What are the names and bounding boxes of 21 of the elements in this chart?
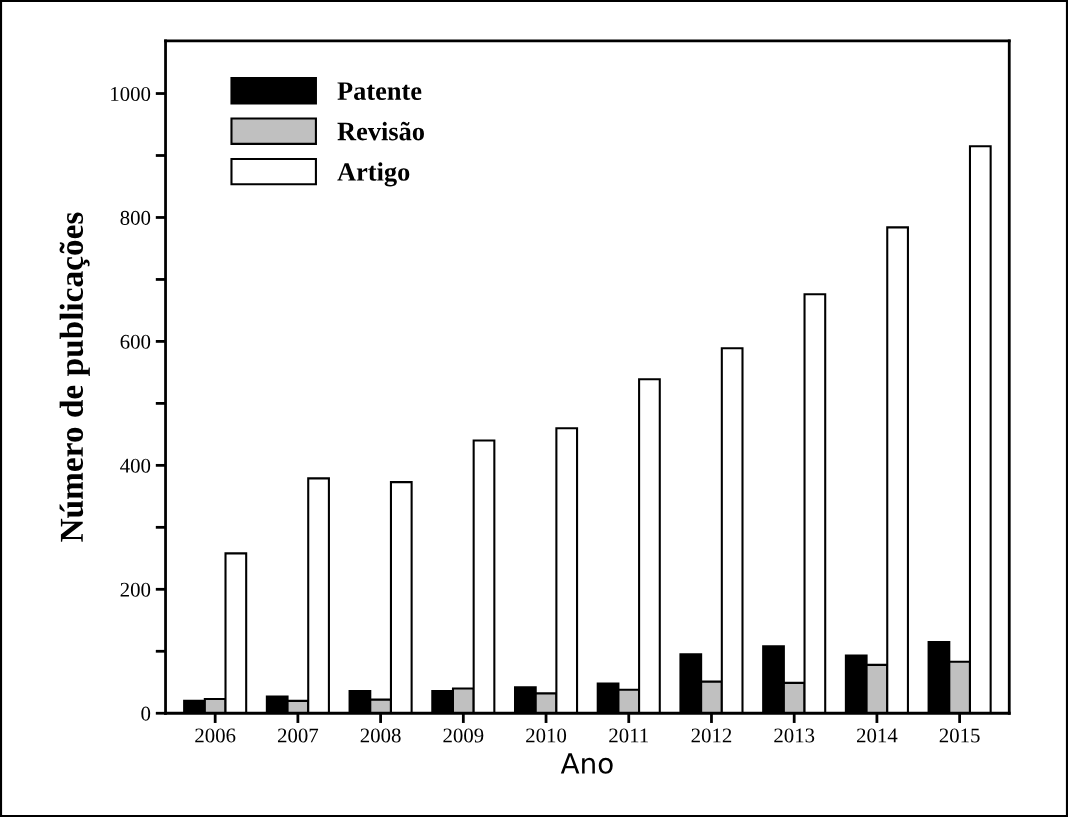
y-tick-label: 200 — [120, 582, 151, 597]
x-tick-label: 2014 — [856, 728, 898, 743]
x-tick-label: 2008 — [360, 728, 401, 743]
x-tick-label: 2006 — [195, 728, 236, 743]
x-tick-label: 2012 — [691, 728, 732, 743]
x-tick-label: 2010 — [526, 728, 567, 743]
y-tick-label: 600 — [120, 334, 151, 349]
legend-label: Revisão — [337, 121, 424, 141]
x-tick-label: 2007 — [277, 728, 319, 743]
x-tick-label: 2011 — [609, 728, 648, 743]
legend-label: Artigo — [337, 162, 410, 187]
x-tick-label: 2009 — [443, 728, 484, 743]
x-tick-label: 2013 — [774, 728, 815, 743]
y-tick-label: 800 — [120, 210, 151, 225]
y-tick-label: 400 — [120, 458, 151, 473]
x-axis-title: Ano — [560, 753, 613, 774]
y-tick-label: 1000 — [111, 86, 151, 101]
y-axis-title: Número de publicações — [59, 212, 90, 542]
y-tick-label: 0 — [141, 706, 151, 721]
legend-label: Patente — [337, 82, 422, 100]
x-tick-label: 2015 — [939, 728, 980, 743]
